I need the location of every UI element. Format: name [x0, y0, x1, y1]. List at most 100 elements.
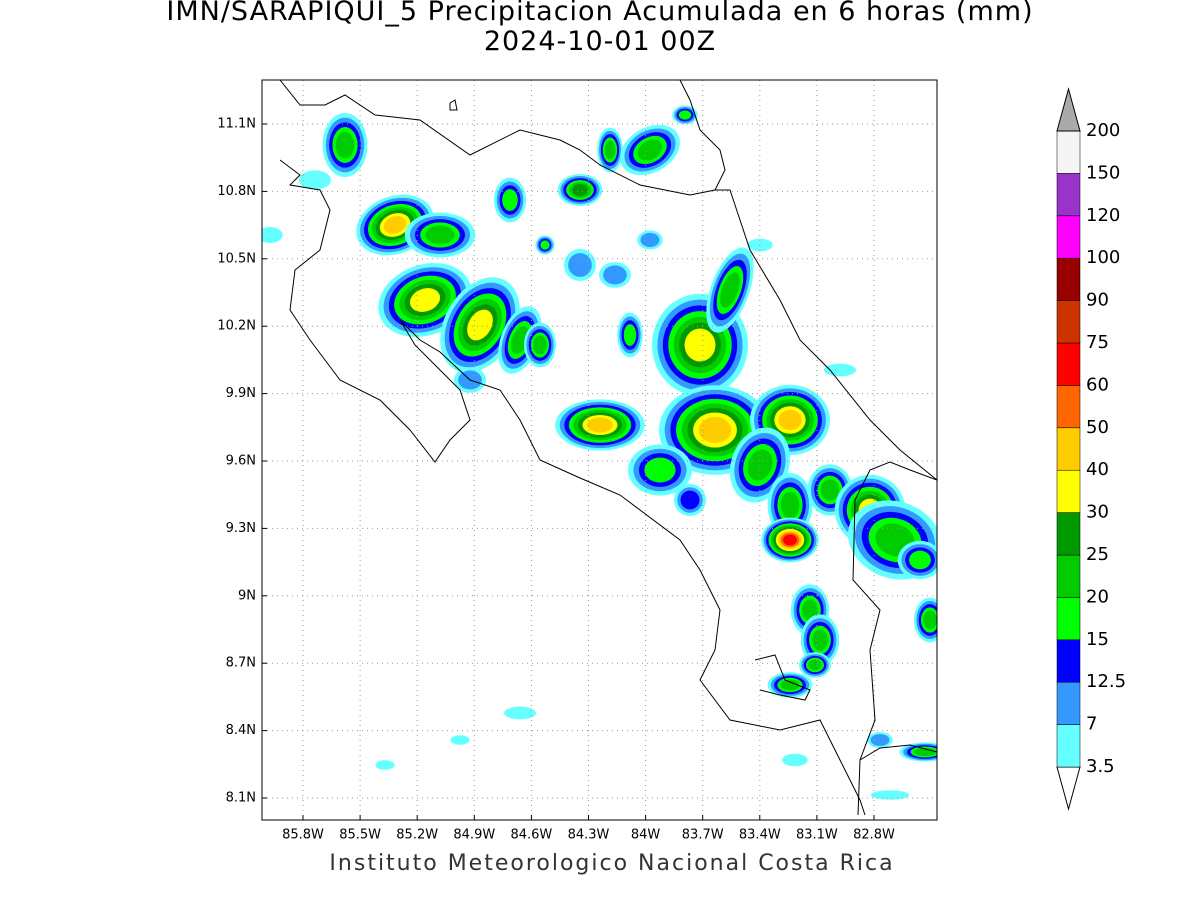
colorbar-box: [1056, 427, 1081, 471]
colorbar-under: [1056, 766, 1081, 811]
lon-label: 85.8W: [282, 828, 324, 843]
lon-label: 82.8W: [853, 828, 895, 843]
title: IMN/SARAPIQUI_5 Precipitacion Acumulada …: [166, 0, 1033, 27]
colorbar-label: 3.5: [1086, 756, 1115, 777]
grid: 11.1N 10.8N 10.5N 10.2N 9.9N 9.6N 9.3N 9N 8.7N 8.…: [217, 80, 937, 843]
colorbar-label: 150: [1086, 162, 1120, 183]
colorbar-label: 90: [1086, 290, 1109, 311]
colorbar-label: 60: [1086, 374, 1109, 395]
panama-coast: [859, 744, 937, 761]
panama-border-south: [852, 469, 881, 816]
precip-contour: [637, 139, 663, 161]
precip-contour: [587, 417, 613, 433]
lat-label: 10.5N: [217, 251, 256, 266]
colorbar-box: [1056, 257, 1081, 301]
lon-label: 84.6W: [510, 828, 552, 843]
colorbar-box: [1056, 512, 1081, 556]
precip-contour: [604, 140, 616, 160]
nicaragua-coast: [279, 80, 726, 196]
precip-contour: [383, 216, 407, 234]
precip-contour: [680, 490, 700, 510]
colorbar: 3.5 7 12.5 15 20 25 30 40 50 60 75 90 100 120 150 200: [1056, 87, 1126, 811]
precip-contour: [824, 363, 856, 377]
precip-contour: [375, 760, 395, 770]
colorbar-box: [1056, 681, 1081, 725]
colorbar-label: 12.5: [1086, 671, 1126, 692]
precip-contour: [923, 610, 937, 630]
colorbar-box: [1056, 173, 1081, 217]
precip-contour: [467, 309, 493, 341]
precip-contour: [812, 629, 828, 651]
precip-contour: [698, 417, 732, 443]
colorbar-box: [1056, 342, 1081, 386]
colorbar-label: 20: [1086, 586, 1109, 607]
lat-label: 10.8N: [217, 184, 256, 199]
precipitation: [262, 105, 937, 800]
precip-contour: [568, 253, 592, 277]
lon-label: 84.3W: [568, 828, 610, 843]
precip-contour: [644, 457, 676, 483]
map-frame: [261, 79, 938, 821]
colorbar-box: [1056, 215, 1081, 259]
precip-contour: [808, 659, 822, 671]
precip-contour: [870, 734, 890, 746]
colorbar-label: 100: [1086, 247, 1120, 268]
precip-contour: [504, 706, 536, 720]
colorbar-label: 75: [1086, 332, 1109, 353]
colorbar-box: [1056, 130, 1081, 174]
island: [449, 99, 458, 111]
colorbar-label: 15: [1086, 629, 1109, 650]
colorbar-label: 7: [1086, 714, 1097, 735]
lon-label: 85.2W: [396, 828, 438, 843]
precip-contour: [450, 735, 470, 745]
lon-label: 84.9W: [453, 828, 495, 843]
precip-contour: [533, 335, 547, 355]
lat-label: 10.2N: [217, 319, 256, 334]
precip-contour: [820, 479, 840, 501]
precip-contour: [540, 240, 550, 250]
precip-contour: [262, 227, 283, 243]
precip-contour: [425, 225, 455, 245]
colorbar-label: 30: [1086, 502, 1109, 523]
lat-label: 8.7N: [226, 656, 256, 671]
coastlines: [279, 80, 937, 816]
lat-label: 9N: [238, 588, 256, 603]
precip-contour: [603, 265, 627, 285]
colorbar-box: [1056, 469, 1081, 513]
precip-contour: [678, 110, 692, 120]
pacific-coast: [279, 159, 866, 816]
colorbar-label: 200: [1086, 120, 1120, 141]
lat-label: 9.9N: [226, 386, 256, 401]
lat-label: 8.1N: [226, 791, 256, 806]
precip-contour: [780, 679, 800, 691]
colorbar-box: [1056, 597, 1081, 641]
precip-contour: [782, 753, 808, 767]
lon-label: 83.1W: [796, 828, 838, 843]
colorbar-box: [1056, 554, 1081, 598]
colorbar-box: [1056, 639, 1081, 683]
colorbar-box: [1056, 385, 1081, 429]
colorbar-label: 50: [1086, 417, 1109, 438]
colorbar-label: 40: [1086, 459, 1109, 480]
lon-label: 85.5W: [339, 828, 381, 843]
panama-border: [869, 461, 937, 481]
precip-contour: [778, 409, 802, 431]
precip-contour: [684, 328, 716, 362]
precip-contour: [623, 324, 637, 346]
credit: Instituto Meteorologico Nacional Costa R…: [329, 851, 894, 876]
lat-label: 9.3N: [226, 521, 256, 536]
precip-contour: [802, 599, 818, 621]
lon-label: 83.4W: [739, 828, 781, 843]
precip-contour: [299, 170, 331, 190]
precip-contour: [780, 491, 800, 519]
precip-contour: [335, 131, 355, 159]
lat-label: 8.4N: [226, 723, 256, 738]
precip-contour: [502, 189, 518, 211]
subtitle: 2024-10-01 00Z: [484, 26, 716, 57]
lon-label: 83.7W: [682, 828, 724, 843]
caribbean-coast: [715, 189, 937, 481]
colorbar-label: 25: [1086, 544, 1109, 565]
osa-peninsula: [754, 654, 811, 701]
precip-contour: [783, 534, 797, 546]
